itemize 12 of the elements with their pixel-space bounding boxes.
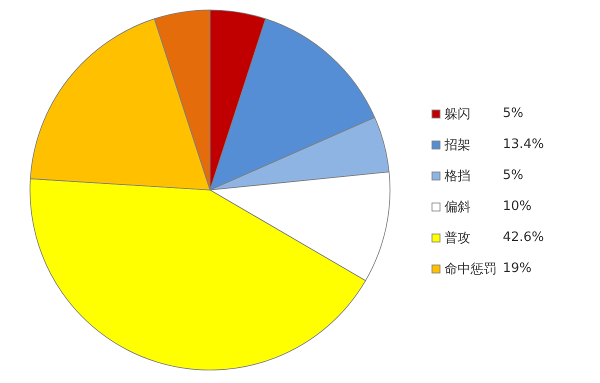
- legend-label: 格挡: [444, 168, 472, 184]
- data-label: 13.4%: [502, 137, 544, 152]
- data-label: 10%: [502, 199, 532, 214]
- data-label: 5%: [502, 106, 524, 121]
- legend-label: 普攻: [444, 230, 472, 246]
- data-label: 42.6%: [502, 230, 544, 245]
- data-label: 19%: [502, 261, 532, 276]
- legend-label: 躲闪: [444, 106, 472, 122]
- data-label: 5%: [502, 168, 524, 183]
- legend-label: 招架: [444, 136, 472, 154]
- legend-label: 命中惩罚: [444, 260, 498, 278]
- legend-label: 偏斜: [444, 198, 472, 216]
